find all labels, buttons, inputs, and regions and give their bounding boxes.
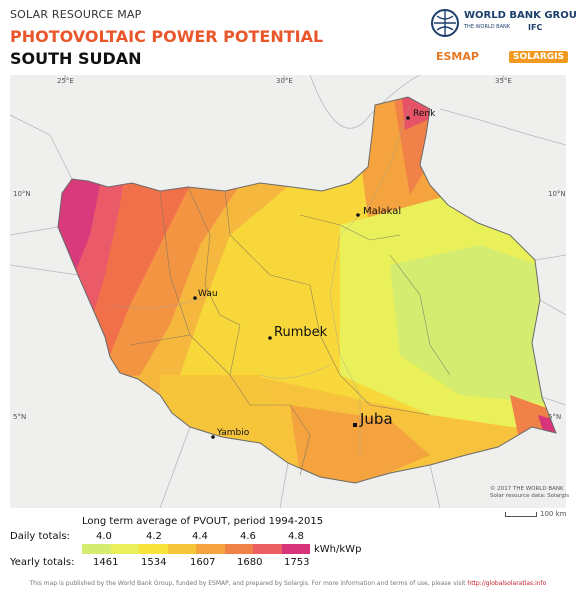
scale-label: 100 km [540, 510, 567, 518]
daily-tick: 4.2 [146, 531, 162, 542]
lat-10-right-label: 10°N [548, 190, 566, 198]
copyright-line-1: © 2017 THE WORLD BANK [490, 486, 564, 492]
city-label-yambio: Yambio [216, 428, 250, 438]
copyright-line-2: Solar resource data: Solargis [490, 493, 570, 499]
yearly-totals-label: Yearly totals: [10, 557, 75, 568]
legend-swatch [82, 544, 111, 554]
legend-swatch [224, 544, 253, 554]
city-dot-renk [406, 116, 410, 120]
esmap-logo: ESMAP [436, 50, 479, 63]
ifc-logo: IFC [528, 23, 543, 32]
daily-tick: 4.4 [192, 531, 208, 542]
footer-note: This map is published by the World Bank … [0, 580, 576, 587]
world-bank-logo: WORLD BANK GROUP [464, 10, 576, 21]
legend-title: Long term average of PVOUT, period 1994-… [82, 516, 324, 527]
legend-swatch [281, 544, 310, 554]
yearly-tick: 1753 [284, 557, 310, 568]
daily-totals-label: Daily totals: [10, 531, 70, 542]
solargis-logo: SOLARGIS [509, 51, 568, 63]
city-dot-malakal [356, 213, 360, 217]
daily-tick: 4.8 [288, 531, 304, 542]
city-marker-juba [353, 423, 357, 427]
legend-swatch [139, 544, 168, 554]
yearly-tick: 1534 [141, 557, 167, 568]
city-dot-yambio [211, 435, 215, 439]
lat-5-right-label: 5°N [548, 413, 562, 421]
world-bank-sub-logo: THE WORLD BANK [464, 24, 511, 30]
city-markers: Renk Malakal Wau Rumbek Yambio Juba [193, 109, 436, 439]
legend-swatch [253, 544, 282, 554]
daily-tick: 4.0 [96, 531, 112, 542]
footer-text: This map is published by the World Bank … [29, 580, 466, 587]
logo-block: WORLD BANK GROUP THE WORLD BANK IFC ESMA… [428, 6, 576, 68]
map-title: PHOTOVOLTAIC POWER POTENTIAL [10, 27, 324, 46]
legend-swatch [196, 544, 225, 554]
daily-tick: 4.6 [240, 531, 256, 542]
map-kicker: SOLAR RESOURCE MAP [10, 8, 142, 21]
map-area: Renk Malakal Wau Rumbek Yambio Juba [10, 75, 566, 508]
map-copyright: © 2017 THE WORLD BANK Solar resource dat… [490, 486, 570, 500]
pvout-map: Renk Malakal Wau Rumbek Yambio Juba [10, 75, 566, 508]
yearly-tick: 1680 [237, 557, 263, 568]
lat-10-left-label: 10°N [13, 190, 31, 198]
city-dot-rumbek [268, 336, 272, 340]
country-title: SOUTH SUDAN [10, 49, 142, 68]
city-label-renk: Renk [413, 109, 436, 119]
city-label-wau: Wau [198, 289, 218, 299]
lon-25-label: 25°E [57, 77, 74, 85]
city-label-juba: Juba [359, 410, 393, 428]
lon-30-label: 30°E [276, 77, 293, 85]
yearly-tick: 1461 [93, 557, 119, 568]
legend-unit: kWh/kWp [314, 544, 362, 555]
legend-swatch [167, 544, 196, 554]
lon-35-label: 35°E [495, 77, 512, 85]
city-label-rumbek: Rumbek [274, 325, 328, 340]
legend-swatch [110, 544, 139, 554]
legend-color-bar [82, 544, 310, 554]
city-dot-wau [193, 296, 197, 300]
lat-5-left-label: 5°N [13, 413, 27, 421]
city-label-malakal: Malakal [363, 206, 401, 217]
world-bank-globe-icon [431, 9, 459, 37]
scale-bar [505, 512, 537, 517]
footer-link[interactable]: http://globalsolaratlas.info [467, 580, 547, 587]
yearly-tick: 1607 [190, 557, 216, 568]
